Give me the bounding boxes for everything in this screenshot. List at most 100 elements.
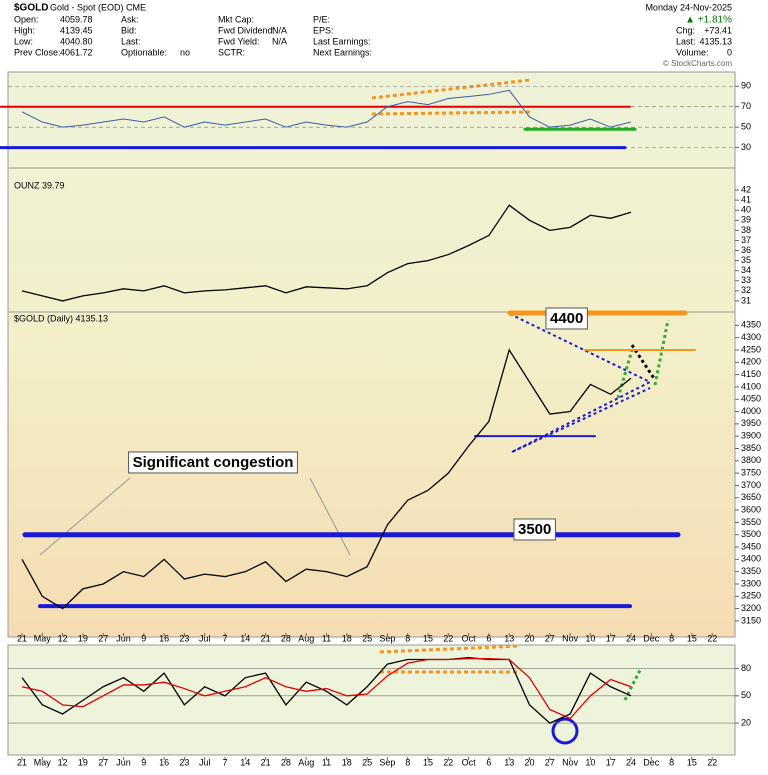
y-tick-label: 3500 xyxy=(741,529,761,539)
x-tick-label: 10 xyxy=(585,633,595,643)
x-tick-label: Dec xyxy=(643,633,660,643)
y-tick-label: 36 xyxy=(741,245,751,255)
x-tick-label: 14 xyxy=(240,633,250,643)
change-pct: ▲ +1.81% xyxy=(685,15,732,26)
y-tick-label: 30 xyxy=(741,142,751,152)
field-label: Last: xyxy=(121,36,141,46)
field-label: Last Earnings: xyxy=(313,36,371,46)
x-tick-label: 8 xyxy=(669,757,674,767)
x-tick-label: 13 xyxy=(504,633,514,643)
x-tick-label: 18 xyxy=(342,757,352,767)
y-tick-label: 3350 xyxy=(741,566,761,576)
x-tick-label: 8 xyxy=(405,633,410,643)
quote-label: Last: xyxy=(676,36,696,46)
x-tick-label: 8 xyxy=(405,757,410,767)
y-tick-label: 3300 xyxy=(741,578,761,588)
y-tick-label: 3600 xyxy=(741,504,761,514)
x-tick-label: 28 xyxy=(281,633,291,643)
date: Monday 24-Nov-2025 xyxy=(645,2,732,12)
x-tick-label: 19 xyxy=(78,633,88,643)
y-tick-label: 3400 xyxy=(741,554,761,564)
x-tick-label: 14 xyxy=(240,757,250,767)
data-line xyxy=(21,89,632,128)
x-tick-label: Jul xyxy=(199,757,211,767)
x-tick-label: 6 xyxy=(486,633,491,643)
x-tick-label: Jun xyxy=(116,757,131,767)
annotation-box xyxy=(128,451,298,474)
annotation: 4400 xyxy=(550,310,583,327)
stoch-area xyxy=(7,644,736,756)
y-tick-label: 32 xyxy=(741,285,751,295)
x-tick-label: 28 xyxy=(281,757,291,767)
y-tick-label: 3250 xyxy=(741,591,761,601)
field-value: N/A xyxy=(272,25,287,35)
field-label: Open: xyxy=(14,14,39,24)
field-label: Fwd Dividend: xyxy=(218,25,275,35)
annotations-drawing xyxy=(39,78,670,745)
x-tick-label: 17 xyxy=(606,633,616,643)
instrument-name: Gold - Spot (EOD) CME xyxy=(50,2,146,12)
x-tick-label: 22 xyxy=(707,757,717,767)
x-tick-label: 15 xyxy=(687,757,697,767)
field-label: Bid: xyxy=(121,25,137,35)
y-tick-label: 4250 xyxy=(741,344,761,354)
y-tick-label: 4200 xyxy=(741,357,761,367)
y-tick-label: 3700 xyxy=(741,480,761,490)
y-tick-label: 42 xyxy=(741,184,751,194)
x-tick-label: 21 xyxy=(261,757,271,767)
x-tick-label: Sep xyxy=(379,757,395,767)
x-tick-label: 18 xyxy=(342,633,352,643)
field-label: EPS: xyxy=(313,25,334,35)
x-tick-label: 25 xyxy=(362,757,372,767)
x-tick-label: 12 xyxy=(58,757,68,767)
y-tick-label: 20 xyxy=(741,717,751,727)
x-tick-label: 9 xyxy=(141,633,146,643)
field-label: Next Earnings: xyxy=(313,47,372,57)
y-tick-label: 70 xyxy=(741,101,751,111)
x-tick-label: 27 xyxy=(545,757,555,767)
annotation-box xyxy=(545,307,588,330)
panel-title: OUNZ 39.79 xyxy=(14,180,65,190)
x-tick-label: 25 xyxy=(362,633,372,643)
y-tick-label: 4100 xyxy=(741,381,761,391)
y-tick-label: 4050 xyxy=(741,394,761,404)
field-value: 4139.45 xyxy=(60,25,93,35)
field-label: P/E: xyxy=(313,14,330,24)
quote-value: 0 xyxy=(727,47,732,57)
field-value: 4040.80 xyxy=(60,36,93,46)
annotation: 3500 xyxy=(518,521,551,538)
x-tick-label: 13 xyxy=(504,757,514,767)
annotation-box xyxy=(513,518,556,541)
x-tick-label: 23 xyxy=(179,633,189,643)
y-tick-label: 37 xyxy=(741,235,751,245)
quote-label: Chg: xyxy=(676,25,695,35)
x-tick-label: 24 xyxy=(626,757,636,767)
x-tick-label: 15 xyxy=(687,633,697,643)
y-tick-label: 35 xyxy=(741,255,751,265)
y-tick-label: 40 xyxy=(741,205,751,215)
x-tick-label: 10 xyxy=(585,757,595,767)
data-line xyxy=(21,204,632,302)
x-tick-label: 27 xyxy=(98,633,108,643)
y-tick-label: 4000 xyxy=(741,406,761,416)
y-tick-label: 50 xyxy=(741,690,751,700)
x-tick-label: 16 xyxy=(159,633,169,643)
x-tick-label: 11 xyxy=(322,633,331,643)
x-tick-label: 19 xyxy=(78,757,88,767)
y-tick-label: 3800 xyxy=(741,455,761,465)
data-line xyxy=(21,348,632,610)
x-tick-label: 15 xyxy=(423,633,433,643)
x-tick-label: 24 xyxy=(626,633,636,643)
x-tick-label: 9 xyxy=(141,757,146,767)
x-tick-label: 12 xyxy=(58,633,68,643)
y-tick-label: 4300 xyxy=(741,332,761,342)
symbol: $GOLD xyxy=(14,3,48,14)
panel-title: $GOLD (Daily) 4135.13 xyxy=(14,313,108,323)
x-tick-label: Aug xyxy=(298,633,314,643)
y-tick-label: 34 xyxy=(741,265,751,275)
x-tick-label: 7 xyxy=(222,633,227,643)
x-tick-label: 21 xyxy=(17,757,27,767)
x-tick-label: 7 xyxy=(222,757,227,767)
y-tick-label: 4350 xyxy=(741,320,761,330)
quote-label: Volume: xyxy=(676,47,709,57)
